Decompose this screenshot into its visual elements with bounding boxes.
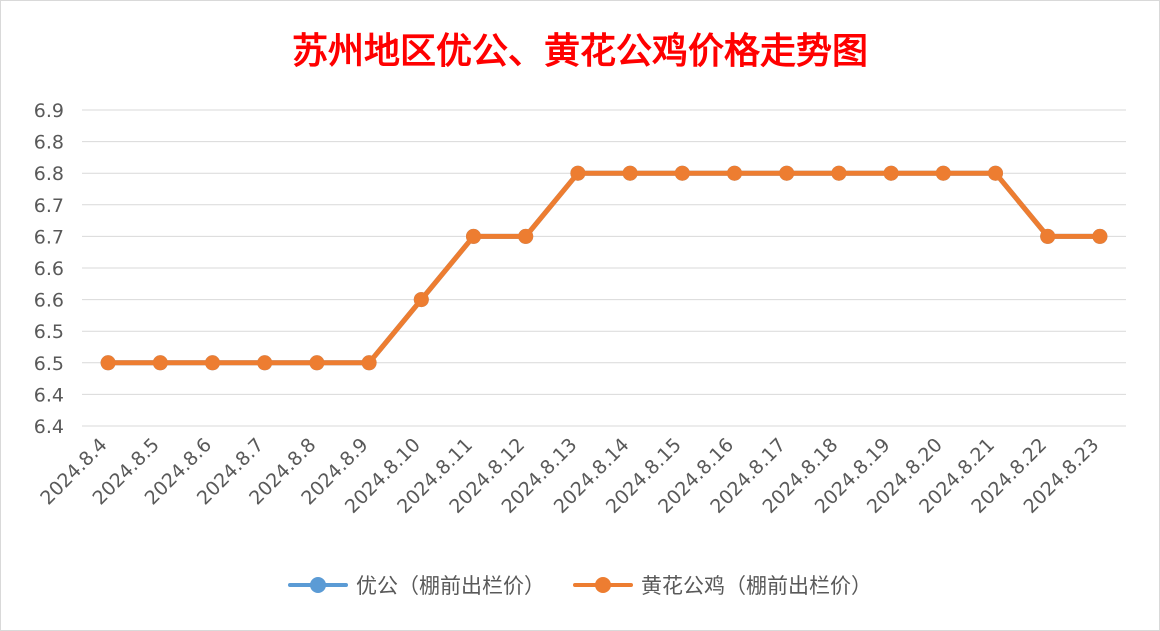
data-point [831,165,847,181]
data-point [779,165,795,181]
data-point [309,355,325,371]
y-tick-label: 6.6 [34,258,64,280]
legend-marker-series-2 [573,575,633,595]
legend-marker-series-1 [288,575,348,595]
data-point [257,355,273,371]
y-tick-label: 6.4 [34,384,64,406]
data-point [883,165,899,181]
y-tick-label: 6.6 [34,290,64,312]
y-tick-label: 6.7 [34,226,64,248]
data-point [518,228,534,244]
chart-title: 苏州地区优公、黄花公鸡价格走势图 [291,30,868,72]
data-point [674,165,690,181]
y-tick-label: 6.4 [34,416,64,438]
y-tick-label: 6.9 [34,100,64,122]
y-tick-label: 6.5 [34,353,64,375]
series-line-2 [105,170,1103,366]
y-tick-label: 6.8 [34,132,64,154]
legend-label-series-2: 黄花公鸡（棚前出栏价） [641,574,872,598]
data-point [988,165,1003,181]
data-point [413,292,429,308]
data-point [622,165,638,181]
data-point [466,228,481,244]
y-tick-label: 6.8 [34,163,64,185]
legend-item-series-2: 黄花公鸡（棚前出栏价） [573,570,872,600]
data-point [1092,228,1108,244]
data-point [570,165,586,181]
plot-area: 6.96.86.86.76.76.66.66.56.56.46.42024.8.… [34,100,1126,518]
legend: 优公（棚前出栏价） 黄花公鸡（棚前出栏价） [0,570,1160,600]
data-point [935,165,951,181]
data-point [727,165,742,181]
data-point [100,355,116,371]
data-point [361,355,377,371]
data-point [152,355,168,371]
y-tick-label: 6.5 [34,321,64,343]
legend-label-series-1: 优公（棚前出栏价） [356,574,545,598]
y-tick-label: 6.7 [34,195,64,217]
data-point [1040,228,1056,244]
legend-item-series-1: 优公（棚前出栏价） [288,570,545,600]
data-point [205,355,220,371]
